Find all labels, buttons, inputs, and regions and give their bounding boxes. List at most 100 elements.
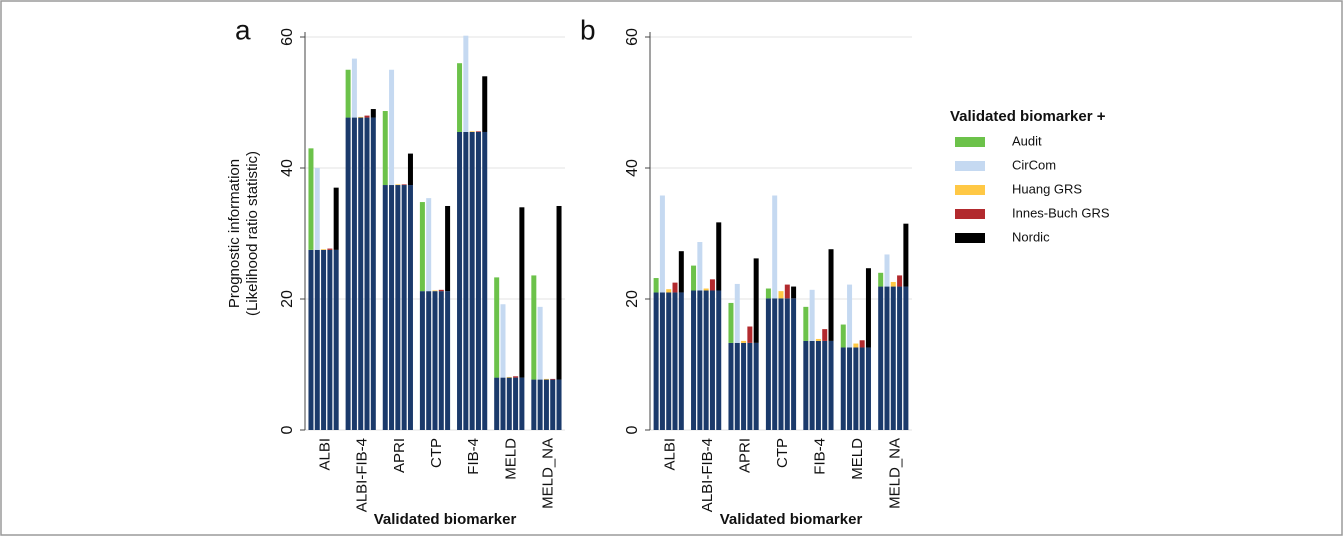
base-bar bbox=[672, 292, 678, 430]
base-bar bbox=[482, 131, 488, 430]
legend-label: Innes-Buch GRS bbox=[1012, 205, 1110, 220]
added-bar bbox=[822, 329, 828, 341]
added-bar bbox=[884, 254, 890, 287]
x-axis-label: Validated biomarker bbox=[720, 511, 863, 528]
added-bar bbox=[382, 111, 388, 186]
base-bar bbox=[778, 298, 784, 430]
added-bar bbox=[370, 109, 376, 118]
base-bar bbox=[772, 298, 778, 430]
added-bar bbox=[556, 205, 562, 380]
added-bar bbox=[716, 222, 722, 291]
base-bar bbox=[401, 185, 407, 430]
base-bar bbox=[659, 292, 665, 430]
base-bar bbox=[903, 286, 909, 430]
legend-label: Nordic bbox=[1012, 229, 1050, 244]
added-bar bbox=[475, 131, 481, 132]
added-bar bbox=[432, 290, 438, 292]
base-bar bbox=[407, 185, 413, 430]
added-bar bbox=[847, 284, 853, 348]
base-bar bbox=[345, 117, 351, 430]
added-bar bbox=[791, 286, 797, 299]
base-bar bbox=[853, 347, 859, 430]
added-bar bbox=[741, 340, 747, 343]
added-bar bbox=[828, 249, 834, 341]
added-bar bbox=[419, 202, 425, 292]
base-bar bbox=[333, 249, 339, 430]
added-bar bbox=[753, 258, 759, 343]
base-bar bbox=[753, 342, 759, 430]
base-bar bbox=[691, 290, 697, 430]
added-bar bbox=[482, 76, 488, 132]
legend-swatch bbox=[955, 233, 985, 243]
legend-title: Validated biomarker + bbox=[950, 108, 1106, 125]
added-bar bbox=[550, 378, 556, 380]
base-bar bbox=[550, 379, 556, 430]
added-bar bbox=[666, 289, 672, 293]
added-bar bbox=[815, 338, 821, 341]
x-tick-label: ALBI-FIB-4 bbox=[699, 438, 716, 512]
base-bar bbox=[513, 377, 519, 430]
added-bar bbox=[469, 131, 475, 132]
x-tick-label: CTP bbox=[774, 438, 791, 468]
legend-swatch bbox=[955, 209, 985, 219]
base-bar bbox=[475, 131, 481, 430]
added-bar bbox=[678, 251, 684, 293]
base-bar bbox=[500, 377, 506, 430]
base-bar bbox=[432, 291, 438, 430]
added-bar bbox=[803, 306, 809, 341]
legend-label: Audit bbox=[1012, 133, 1042, 148]
added-bar bbox=[407, 153, 413, 186]
added-bar bbox=[772, 195, 778, 299]
added-bar bbox=[519, 207, 525, 378]
base-bar bbox=[543, 379, 549, 430]
base-bar bbox=[716, 290, 722, 430]
base-bar bbox=[531, 379, 537, 430]
base-bar bbox=[897, 286, 903, 430]
base-bar bbox=[426, 291, 432, 430]
added-bar bbox=[734, 283, 740, 343]
x-tick-label: ALBI-FIB-4 bbox=[354, 438, 371, 512]
x-tick-label: ALBI bbox=[317, 438, 334, 471]
x-tick-label: MELD bbox=[849, 438, 866, 480]
base-bar bbox=[494, 377, 500, 430]
added-bar bbox=[897, 275, 903, 287]
added-bar bbox=[358, 116, 364, 118]
base-bar bbox=[878, 286, 884, 430]
added-bar bbox=[345, 69, 351, 118]
base-bar bbox=[469, 131, 475, 430]
added-bar bbox=[809, 289, 815, 341]
x-tick-label: FIB-4 bbox=[811, 438, 828, 475]
y-tick-label: 20 bbox=[279, 290, 296, 308]
added-bar bbox=[463, 35, 469, 132]
y-tick-label: 40 bbox=[279, 159, 296, 177]
base-bar bbox=[697, 290, 703, 430]
panel-letter: b bbox=[580, 14, 596, 45]
base-bar bbox=[784, 298, 790, 430]
legend-swatch bbox=[955, 161, 985, 171]
base-bar bbox=[809, 340, 815, 430]
panel-letter: a bbox=[235, 14, 251, 45]
x-tick-label: FIB-4 bbox=[465, 438, 482, 475]
x-tick-label: CTP bbox=[428, 438, 445, 468]
added-bar bbox=[765, 288, 771, 299]
x-tick-label: APRI bbox=[391, 438, 408, 473]
added-bar bbox=[426, 198, 432, 292]
added-bar bbox=[351, 58, 357, 118]
base-bar bbox=[703, 290, 709, 430]
base-bar bbox=[734, 342, 740, 430]
added-bar bbox=[401, 184, 407, 186]
base-bar bbox=[314, 249, 320, 430]
base-bar bbox=[840, 347, 846, 430]
added-bar bbox=[697, 242, 703, 291]
added-bar bbox=[878, 272, 884, 287]
legend-swatch bbox=[955, 137, 985, 147]
added-bar bbox=[728, 302, 734, 343]
base-bar bbox=[308, 249, 314, 430]
added-bar bbox=[457, 63, 463, 132]
added-bar bbox=[903, 223, 909, 287]
base-bar bbox=[666, 292, 672, 430]
base-bar bbox=[865, 347, 871, 430]
base-bar bbox=[327, 249, 333, 430]
